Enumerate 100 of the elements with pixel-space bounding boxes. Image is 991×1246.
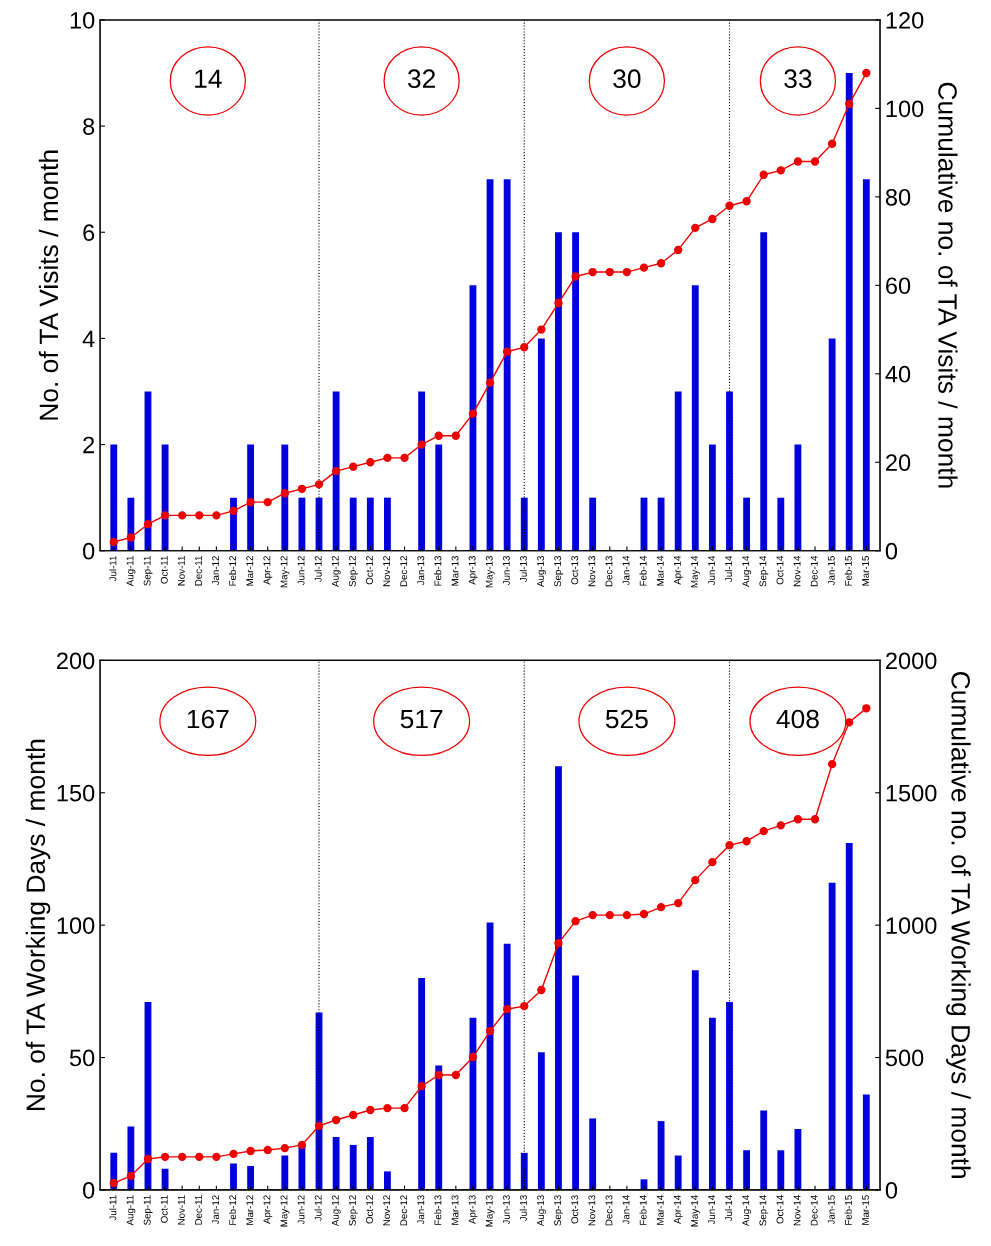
x-tick-label: Jan-13 xyxy=(417,1195,425,1225)
point xyxy=(656,259,666,268)
point xyxy=(776,166,785,175)
bar xyxy=(589,497,597,551)
bar xyxy=(572,975,579,1190)
bar xyxy=(349,1144,357,1190)
x-tick-label: Jul-14 xyxy=(724,555,733,582)
bar xyxy=(503,943,511,1190)
point xyxy=(708,214,717,224)
bar xyxy=(161,1168,169,1190)
point xyxy=(554,938,563,948)
x-tick-label: Dec-11 xyxy=(195,556,202,586)
bar xyxy=(366,497,374,551)
x-tick-label: Jun-12 xyxy=(297,556,305,586)
point xyxy=(314,480,324,489)
x-tick-label: Oct-13 xyxy=(571,1195,579,1224)
bar xyxy=(862,1094,870,1190)
x-tick-label: Apr-13 xyxy=(468,1195,478,1224)
bar xyxy=(657,497,665,551)
x-tick-label: May-14 xyxy=(691,555,700,588)
bar xyxy=(110,444,118,551)
x-tick-label: Nov-11 xyxy=(178,556,185,586)
x-tick-label: Aug-11 xyxy=(126,1195,136,1226)
point xyxy=(246,497,255,507)
x-tick-label: Jul-13 xyxy=(519,1195,527,1222)
bar xyxy=(794,1129,802,1190)
point xyxy=(109,1178,118,1188)
annotation: 408 xyxy=(776,709,819,729)
point xyxy=(280,1143,289,1153)
point xyxy=(537,985,546,995)
bar xyxy=(161,444,169,551)
point xyxy=(862,704,871,713)
point xyxy=(383,453,392,463)
x-tick-label: Sep-14 xyxy=(759,1195,769,1226)
x-tick-label: Oct-12 xyxy=(366,556,373,585)
bar xyxy=(572,232,579,551)
bar xyxy=(555,766,562,1190)
bar xyxy=(384,1171,391,1190)
x-tick-label: Mar-12 xyxy=(246,556,254,586)
x-tick-label: Feb-12 xyxy=(228,556,237,586)
point xyxy=(708,857,717,867)
x-tick-label: Mar-15 xyxy=(862,1195,869,1225)
x-tick-label: Oct-13 xyxy=(571,556,579,585)
bar xyxy=(332,391,340,551)
y2-tick-label: 60 xyxy=(886,277,911,295)
x-tick-label: Oct-14 xyxy=(776,1195,784,1224)
bar xyxy=(298,497,306,551)
x-tick-label: Oct-11 xyxy=(160,556,168,584)
x-tick-label: Jan-15 xyxy=(827,556,835,586)
x-tick-label: Feb-14 xyxy=(639,1195,647,1225)
bar xyxy=(777,1150,785,1190)
x-tick-label: Sep-11 xyxy=(143,556,153,586)
point xyxy=(674,245,683,255)
y2-tick-label: 1500 xyxy=(886,784,937,802)
bar xyxy=(555,232,562,551)
x-tick-label: Mar-15 xyxy=(862,556,869,586)
point xyxy=(571,272,580,281)
x-tick-label: Sep-12 xyxy=(348,556,358,587)
y2-tick-label: 40 xyxy=(885,365,911,383)
x-tick-label: Dec-13 xyxy=(605,556,613,587)
x-tick-label: Sep-14 xyxy=(759,555,769,587)
bar xyxy=(247,444,255,551)
y-tick-label: 4 xyxy=(82,330,95,347)
bar xyxy=(743,1150,751,1190)
x-tick-label: Jan-14 xyxy=(622,555,630,586)
point xyxy=(195,511,204,520)
point xyxy=(178,1152,187,1162)
point xyxy=(280,489,289,498)
bar xyxy=(589,1118,597,1190)
bar xyxy=(760,232,768,551)
x-tick-label: Mar-13 xyxy=(451,556,459,586)
x-tick-label: Feb-12 xyxy=(228,1195,237,1225)
point xyxy=(520,1002,529,1011)
bar xyxy=(760,1110,768,1190)
point xyxy=(383,1103,392,1113)
x-tick-label: Jul-14 xyxy=(724,1195,733,1222)
point xyxy=(520,343,529,352)
point xyxy=(349,462,358,471)
x-tick-label: Jun-13 xyxy=(502,556,510,586)
point xyxy=(554,298,563,308)
x-tick-label: Jan-12 xyxy=(212,1195,219,1225)
x-tick-label: Sep-13 xyxy=(554,556,563,587)
y-tick-label: 150 xyxy=(57,784,95,802)
bar xyxy=(845,73,853,551)
point xyxy=(229,506,238,516)
bar xyxy=(726,391,733,551)
point xyxy=(485,1026,495,1036)
x-tick-label: Feb-13 xyxy=(434,556,442,586)
x-tick-label: Aug-14 xyxy=(742,555,752,587)
x-tick-label: Nov-11 xyxy=(178,1195,185,1225)
bar xyxy=(349,497,357,551)
point xyxy=(845,718,854,727)
y2-tick-label: 0 xyxy=(885,1182,898,1199)
y2-tick-label: 500 xyxy=(885,1049,924,1067)
point xyxy=(451,1070,461,1080)
bar xyxy=(384,497,391,551)
point xyxy=(725,841,734,850)
bar xyxy=(691,970,699,1190)
point xyxy=(417,440,426,449)
bar xyxy=(537,1052,545,1190)
